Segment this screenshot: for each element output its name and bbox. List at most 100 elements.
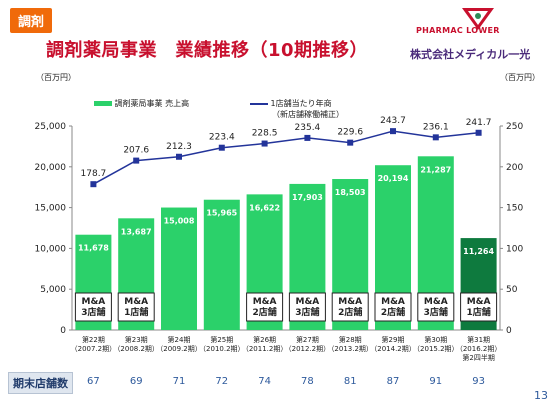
ma-box-text: M&A [381,297,405,307]
page-title: 調剤薬局事業 業績推移（10期推移） [46,40,369,61]
ma-box-text: 2店舗 [381,306,405,318]
x-tick-label: 第30期 [424,335,447,344]
x-tick-label: （2016.2期） [456,345,502,353]
line-point-label: 236.1 [423,122,449,132]
x-tick-label: （2014.2期） [370,345,416,353]
line-point-label: 212.3 [166,142,192,152]
ma-box-text: 1店舗 [466,306,490,318]
x-tick-label: （2011.2期） [242,345,288,353]
line-point-label: 228.5 [252,129,278,139]
store-count-value: 74 [258,376,271,387]
ma-box-text: 3店舗 [424,306,448,318]
ma-box-text: M&A [82,297,106,307]
x-tick-label: 第23期 [125,335,148,344]
legend-line-swatch [250,102,268,105]
left-tick-label: 25,000 [35,122,67,132]
ma-box-text: 3店舗 [295,306,319,318]
x-tick-label: （2013.2期） [327,345,373,353]
line-point [304,134,311,141]
x-tick-label: 第27期 [296,335,319,344]
x-tick-label: （2012.2期） [285,345,331,353]
ma-box-text: 1店舗 [124,306,148,318]
ma-box-text: M&A [424,297,448,307]
left-axis-unit: （百万円） [36,73,76,82]
line-point-label: 207.6 [123,146,149,156]
right-tick-label: 100 [506,244,523,254]
ma-box-text: M&A [296,297,320,307]
x-tick-label: 第25期 [210,335,233,344]
sales-bar [203,199,240,330]
store-count-value: 87 [387,376,400,387]
company-logo: PHARMAC LOWER 株式会社メディカル一光 [410,6,550,68]
ma-box [117,292,155,322]
line-point-label: 229.6 [337,128,363,138]
legend-line-entry: 1店舗当たり年商 （新店舗稼働補正） [250,98,344,120]
left-tick-label: 0 [60,326,66,336]
line-point-label: 235.4 [295,123,321,133]
store-count-label: 期末店舗数 [8,372,73,394]
ma-box [288,292,326,322]
line-point [90,181,97,188]
ma-box-text: M&A [467,297,491,307]
x-tick-label: 第31期 [467,335,490,344]
ma-box-text: 2店舗 [338,306,362,318]
right-axis-unit: （百万円） [500,73,540,82]
ma-box-text: 3店舗 [81,306,105,318]
x-tick-label: 第28期 [339,335,362,344]
left-tick-label: 10,000 [35,244,67,254]
line-point [176,153,182,160]
right-tick-label: 0 [506,326,512,336]
line-point [475,129,482,136]
ma-box-text: M&A [253,297,277,307]
line-point [133,157,140,164]
store-count-value: 91 [429,376,442,387]
right-tick-label: 250 [506,122,523,132]
store-count-value: 78 [301,376,314,387]
x-tick-label: 第29期 [382,335,405,344]
sales-bar-label: 17,903 [292,193,323,202]
sales-bar-label: 11,678 [78,244,109,253]
page-number: 13 [534,389,548,402]
left-tick-label: 20,000 [35,163,67,173]
legend-bar-label: 調剤薬局事業 売上高 [114,99,190,108]
line-point [432,134,439,141]
ma-box [74,292,112,322]
sales-bar-label: 16,622 [249,203,280,212]
line-point-label: 243.7 [380,116,406,126]
ma-box [246,292,284,322]
ma-box-text: M&A [338,297,362,307]
revenue-per-store-line [93,130,479,185]
sales-bar-label: 15,965 [206,209,237,218]
right-tick-label: 50 [506,285,518,295]
left-tick-label: 5,000 [40,285,66,295]
x-tick-label: 第24期 [168,335,191,344]
left-tick-label: 15,000 [35,204,67,214]
ma-box-text: M&A [124,297,148,307]
store-count-value: 67 [87,376,100,387]
ma-box [417,292,455,322]
corporate-name: 株式会社メディカル一光 [410,48,531,61]
ma-box [460,292,498,322]
ma-box [331,292,369,322]
store-count-value: 93 [472,376,485,387]
legend-line-label: 1店舗当たり年商 [270,99,332,108]
flower-logo-icon [462,8,494,30]
x-tick-label: （2009.2期） [156,345,202,353]
legend-bar-entry: 調剤薬局事業 売上高 [94,98,189,109]
legend-line-note: （新店舗稼働補正） [272,110,344,119]
x-tick-label: （2008.2期） [113,345,159,353]
sales-bar-label: 21,287 [420,165,451,174]
store-count-value: 81 [344,376,357,387]
x-tick-label: （2007.2期） [71,345,117,353]
store-count-value: 72 [215,376,228,387]
right-tick-label: 150 [506,204,523,214]
ma-box [374,292,412,322]
logo-text: PHARMAC LOWER [416,26,500,35]
ma-box-text: 2店舗 [252,306,276,318]
x-tick-label: 第2四半期 [462,353,494,362]
x-tick-label: 第26期 [253,335,276,344]
right-tick-label: 200 [506,163,523,173]
line-point [347,139,354,146]
x-tick-label: （2015.2期） [413,345,459,353]
